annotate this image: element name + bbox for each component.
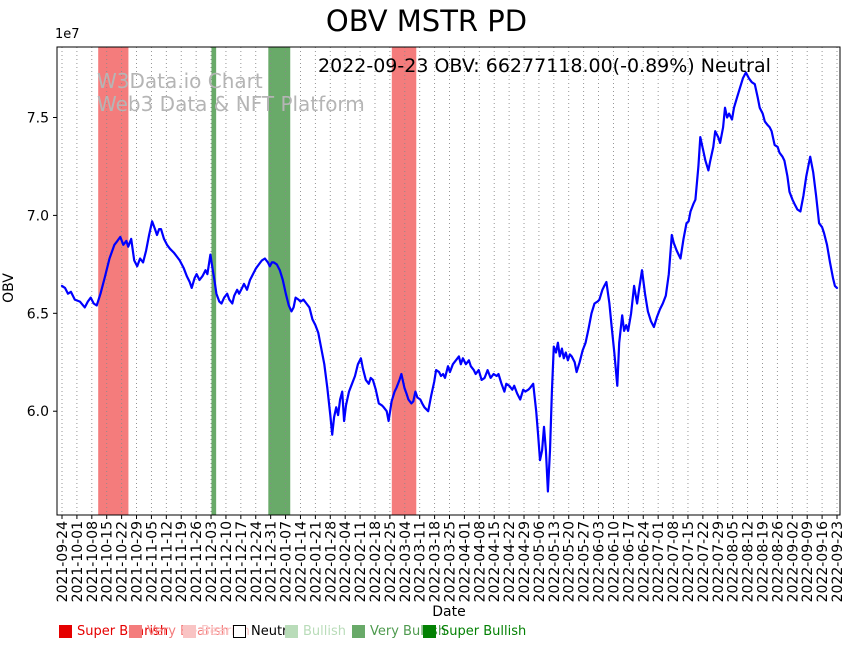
x-tick-label: 2021-11-05	[144, 521, 160, 602]
x-tick-label: 2021-10-01	[70, 521, 86, 602]
legend-item-super-bullish: Super Bullish	[423, 620, 526, 642]
x-tick-label: 2022-02-04	[338, 521, 354, 602]
legend-swatch	[233, 624, 246, 638]
x-tick-label: 2021-10-15	[100, 521, 116, 602]
x-tick-label: 2022-06-24	[636, 521, 652, 602]
legend-item-bullish: Bullish	[285, 620, 346, 642]
x-tick-label: 2021-12-24	[249, 521, 265, 602]
y-tick-label: 7.5	[27, 110, 49, 126]
x-tick-label: 2022-02-18	[368, 521, 384, 602]
x-tick-label: 2022-09-02	[785, 521, 801, 602]
x-tick-label: 2022-06-10	[606, 521, 622, 602]
x-tick-label: 2022-07-22	[696, 521, 712, 602]
x-tick-label: 2022-09-23	[830, 521, 846, 602]
x-tick-label: 2022-02-11	[353, 521, 369, 602]
x-tick-label: 2022-05-27	[577, 521, 593, 602]
sentiment-band-very-bullish	[268, 47, 291, 515]
x-tick-label: 2021-10-29	[130, 521, 146, 602]
x-tick-label: 2021-11-26	[189, 521, 205, 602]
watermark-line-2: Web3 Data & NFT Platform	[97, 92, 365, 116]
x-axis-title: Date	[432, 604, 466, 620]
x-tick-label: 2022-05-20	[562, 521, 578, 602]
x-tick-label: 2022-06-17	[621, 521, 637, 602]
legend-swatch	[352, 624, 365, 638]
x-tick-label: 2022-08-19	[755, 521, 771, 602]
x-tick-label: 2021-11-12	[159, 521, 175, 602]
x-tick-label: 2022-09-09	[800, 521, 816, 602]
watermark-line-1: W3Data.io Chart	[97, 69, 263, 93]
plot-border	[56, 46, 841, 516]
legend-swatch	[59, 624, 72, 638]
x-tick-label: 2022-09-16	[815, 521, 831, 602]
x-tick-label: 2022-08-05	[726, 521, 742, 602]
x-tick-label: 2021-12-03	[204, 521, 220, 602]
x-tick-label: 2022-03-18	[428, 521, 444, 602]
x-tick-label: 2021-11-19	[174, 521, 190, 602]
legend-swatch	[183, 624, 196, 638]
chart-title: OBV MSTR PD	[325, 4, 528, 38]
y-tick-label: 6.0	[27, 404, 49, 420]
x-tick-label: 2022-02-25	[383, 521, 399, 602]
sentiment-legend: Super Bearish Very Bearish Bearish Neutral B…	[0, 620, 853, 644]
x-tick-label: 2022-01-21	[308, 521, 324, 602]
x-tick-label: 2022-04-15	[487, 521, 503, 602]
x-tick-label: 2022-06-03	[592, 521, 608, 602]
x-tick-label: 2022-08-12	[741, 521, 757, 602]
x-tick-label: 2022-05-06	[532, 521, 548, 602]
x-tick-label: 2022-07-29	[711, 521, 727, 602]
legend-label: Super Bullish	[441, 623, 527, 639]
legend-swatch	[129, 624, 142, 638]
sentiment-band-very-bearish	[391, 47, 417, 515]
x-tick-label: 2022-01-28	[323, 521, 339, 602]
x-tick-label: 2022-01-07	[279, 521, 295, 602]
y-axis-title: OBV	[1, 273, 17, 303]
y-tick-label: 7.0	[27, 208, 49, 224]
latest-value-annotation: 2022-09-23 OBV: 66277118.00(-0.89%) Neut…	[318, 55, 771, 77]
x-tick-label: 2022-03-25	[443, 521, 459, 602]
x-tick-label: 2022-04-29	[517, 521, 533, 602]
legend-label: Bullish	[303, 623, 347, 639]
x-tick-label: 2022-07-01	[651, 521, 667, 602]
x-tick-label: 2022-08-26	[770, 521, 786, 602]
watermark: W3Data.io Chart Web3 Data & NFT Platform	[97, 70, 365, 116]
x-tick-label: 2021-09-24	[55, 521, 71, 602]
x-tick-label: 2022-04-01	[457, 521, 473, 602]
x-tick-label: 2021-12-17	[234, 521, 250, 602]
x-tick-label: 2021-10-08	[85, 521, 101, 602]
obv-line	[60, 71, 839, 493]
x-tick-label: 2021-10-22	[115, 521, 131, 602]
x-tick-label: 2022-01-14	[293, 521, 309, 602]
legend-swatch	[423, 624, 436, 638]
legend-item-super-bearish: Super Bearish	[59, 620, 168, 642]
y-axis-offset-label: 1e7	[55, 27, 80, 42]
x-tick-label: 2022-07-08	[666, 521, 682, 602]
y-tick-label: 6.5	[27, 306, 49, 322]
x-tick-label: 2022-04-22	[502, 521, 518, 602]
x-tick-label: 2021-12-10	[219, 521, 235, 602]
x-tick-label: 2022-03-11	[413, 521, 429, 602]
legend-swatch	[285, 624, 298, 638]
x-tick-label: 2022-05-13	[547, 521, 563, 602]
legend-label: Super Bearish	[77, 623, 169, 639]
x-tick-label: 2022-04-08	[472, 521, 488, 602]
x-tick-label: 2021-12-31	[264, 521, 280, 602]
x-tick-label: 2022-03-04	[398, 521, 414, 602]
x-tick-label: 2022-07-15	[681, 521, 697, 602]
